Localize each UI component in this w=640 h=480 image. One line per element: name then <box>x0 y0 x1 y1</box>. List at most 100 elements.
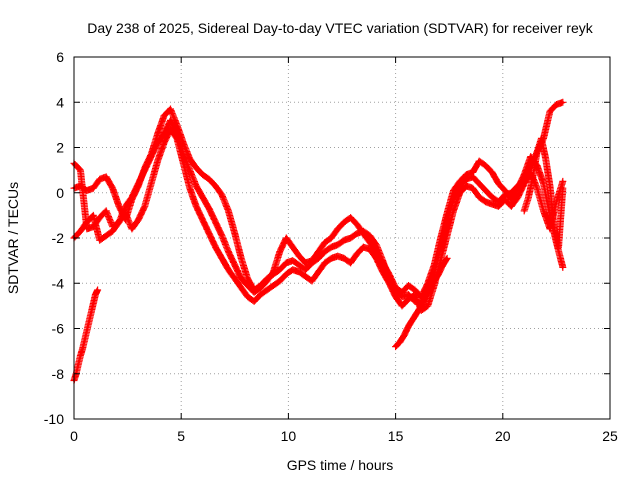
data-point <box>407 284 410 287</box>
data-point <box>561 101 565 104</box>
data-point <box>117 220 121 224</box>
data-point <box>458 191 462 194</box>
data-point <box>323 250 327 253</box>
data-point <box>246 277 249 280</box>
data-point <box>557 245 560 249</box>
data-point <box>220 234 224 237</box>
data-point <box>439 236 442 240</box>
data-point <box>490 171 494 174</box>
data-point <box>117 205 121 208</box>
data-point <box>465 184 468 188</box>
chart-title: Day 238 of 2025, Sidereal Day-to-day VTE… <box>87 20 593 36</box>
data-point <box>478 159 481 163</box>
data-point <box>156 159 159 163</box>
data-point <box>330 245 333 249</box>
data-point <box>317 270 320 274</box>
data-point <box>555 103 558 106</box>
data-point <box>188 168 191 172</box>
data-point <box>542 209 545 213</box>
data-point <box>478 196 481 199</box>
y-axis-label: SDTVAR / TECUs <box>5 182 21 294</box>
data-point <box>548 184 552 188</box>
data-point <box>330 236 333 240</box>
y-tick-label: -6 <box>52 321 65 337</box>
data-point <box>323 261 327 265</box>
data-point <box>220 257 224 260</box>
data-point <box>342 239 346 242</box>
y-tick-label: -8 <box>52 366 65 382</box>
data-point <box>162 141 166 145</box>
data-point <box>79 168 82 172</box>
data-point <box>503 189 507 192</box>
data-point <box>207 207 211 210</box>
data-point <box>94 293 97 296</box>
data-point <box>336 254 339 258</box>
data-point <box>484 200 487 203</box>
data-point <box>227 209 230 213</box>
data-point <box>555 200 558 203</box>
data-point <box>156 141 159 145</box>
series-track-f <box>520 134 567 251</box>
data-point <box>130 227 134 231</box>
series-track-d <box>70 286 102 384</box>
data-point <box>85 220 89 224</box>
data-point <box>484 189 487 192</box>
data-point <box>317 257 320 260</box>
data-point <box>96 288 99 292</box>
data-point <box>201 196 204 199</box>
data-point <box>561 180 565 183</box>
data-point <box>368 248 372 251</box>
y-tick-label: -2 <box>52 230 65 246</box>
data-point <box>169 107 172 111</box>
data-point <box>252 300 256 303</box>
data-point <box>510 205 513 208</box>
data-point <box>98 177 101 181</box>
data-point <box>478 182 481 185</box>
data-point <box>227 268 230 271</box>
data-point <box>169 119 172 122</box>
data-point <box>310 279 314 283</box>
data-point <box>458 180 462 183</box>
data-point <box>182 162 185 165</box>
data-point <box>124 205 127 208</box>
data-point <box>143 168 146 172</box>
data-point <box>413 288 417 292</box>
y-tick-label: 4 <box>56 94 64 110</box>
data-point <box>297 263 301 267</box>
data-point <box>342 220 346 224</box>
data-point <box>400 291 404 294</box>
data-point <box>452 209 455 213</box>
data-point <box>426 304 429 308</box>
data-point <box>214 184 217 188</box>
x-tick-label: 15 <box>388 428 404 444</box>
data-point <box>398 340 402 344</box>
data-point <box>445 257 449 260</box>
data-point <box>304 261 307 265</box>
data-point <box>529 155 532 158</box>
data-point <box>233 232 236 235</box>
data-point <box>265 279 269 283</box>
data-point <box>143 205 146 208</box>
data-point <box>362 245 365 249</box>
data-point <box>285 236 288 240</box>
data-point <box>523 173 526 176</box>
data-point <box>98 216 101 219</box>
data-point <box>214 220 217 224</box>
data-point <box>542 182 545 185</box>
data-point <box>561 266 565 269</box>
data-point <box>535 187 539 190</box>
data-point <box>561 187 565 190</box>
data-point <box>240 277 243 280</box>
data-point <box>85 189 89 192</box>
series-track-e <box>392 254 451 351</box>
data-point <box>548 227 552 231</box>
grid-lines <box>74 57 610 419</box>
data-point <box>553 227 556 231</box>
data-point <box>259 286 262 289</box>
data-point <box>310 259 314 262</box>
data-point <box>259 293 262 296</box>
data-point <box>420 295 423 299</box>
data-point <box>355 252 359 256</box>
data-point <box>92 214 95 217</box>
data-point <box>265 288 269 292</box>
